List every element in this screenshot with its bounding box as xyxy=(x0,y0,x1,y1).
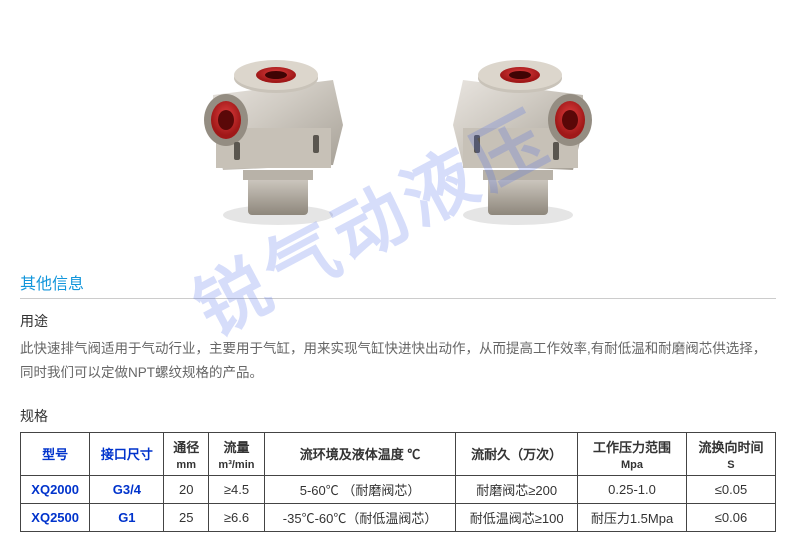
cell-bore: 20 xyxy=(164,475,209,503)
cell-press: 耐压力1.5Mpa xyxy=(578,503,687,531)
col-bore-label: 通径 xyxy=(173,440,199,455)
cell-env: 5-60℃ （耐磨阀芯） xyxy=(264,475,455,503)
table-row: XQ2000 G3/4 20 ≥4.5 5-60℃ （耐磨阀芯） 耐磨阀芯≥20… xyxy=(21,475,776,503)
valve-image-right xyxy=(428,30,608,230)
section-title: 其他信息 xyxy=(20,270,776,299)
col-switch-unit: S xyxy=(727,459,734,471)
cell-model: XQ2500 xyxy=(21,503,90,531)
col-env: 流环境及液体温度 ℃ xyxy=(264,432,455,475)
cell-dur: 耐低温阀芯≥100 xyxy=(456,503,578,531)
cell-switch: ≤0.06 xyxy=(686,503,775,531)
col-bore-unit: mm xyxy=(176,459,196,471)
spec-table: 型号 接口尺寸 通径 mm 流量 m³/min 流环境及液体温度 ℃ 流耐久（万… xyxy=(20,432,776,532)
cell-dur: 耐磨阀芯≥200 xyxy=(456,475,578,503)
col-flow: 流量 m³/min xyxy=(208,432,264,475)
cell-env: -35℃-60℃（耐低温阀芯） xyxy=(264,503,455,531)
cell-model: XQ2000 xyxy=(21,475,90,503)
col-model: 型号 xyxy=(21,432,90,475)
col-durability: 流耐久（万次） xyxy=(456,432,578,475)
cell-switch: ≤0.05 xyxy=(686,475,775,503)
cell-flow: ≥6.6 xyxy=(208,503,264,531)
spec-heading: 规格 xyxy=(20,406,776,426)
col-pressure-unit: Mpa xyxy=(621,459,643,471)
col-switch: 流换向时间 S xyxy=(686,432,775,475)
col-flow-label: 流量 xyxy=(223,440,249,455)
usage-heading: 用途 xyxy=(20,311,776,331)
col-flow-unit: m³/min xyxy=(218,459,254,471)
cell-press: 0.25-1.0 xyxy=(578,475,687,503)
table-row: XQ2500 G1 25 ≥6.6 -35℃-60℃（耐低温阀芯） 耐低温阀芯≥… xyxy=(21,503,776,531)
table-header-row: 型号 接口尺寸 通径 mm 流量 m³/min 流环境及液体温度 ℃ 流耐久（万… xyxy=(21,432,776,475)
cell-port: G3/4 xyxy=(90,475,164,503)
col-pressure: 工作压力范围 Mpa xyxy=(578,432,687,475)
col-switch-label: 流换向时间 xyxy=(698,440,763,455)
col-port: 接口尺寸 xyxy=(90,432,164,475)
cell-bore: 25 xyxy=(164,503,209,531)
usage-description: 此快速排气阀适用于气动行业，主要用于气缸，用来实现气缸快进快出动作，从而提高工作… xyxy=(20,337,776,386)
cell-port: G1 xyxy=(90,503,164,531)
col-pressure-label: 工作压力范围 xyxy=(593,440,671,455)
cell-flow: ≥4.5 xyxy=(208,475,264,503)
product-image-row xyxy=(20,20,776,230)
col-bore: 通径 mm xyxy=(164,432,209,475)
valve-image-left xyxy=(188,30,368,230)
